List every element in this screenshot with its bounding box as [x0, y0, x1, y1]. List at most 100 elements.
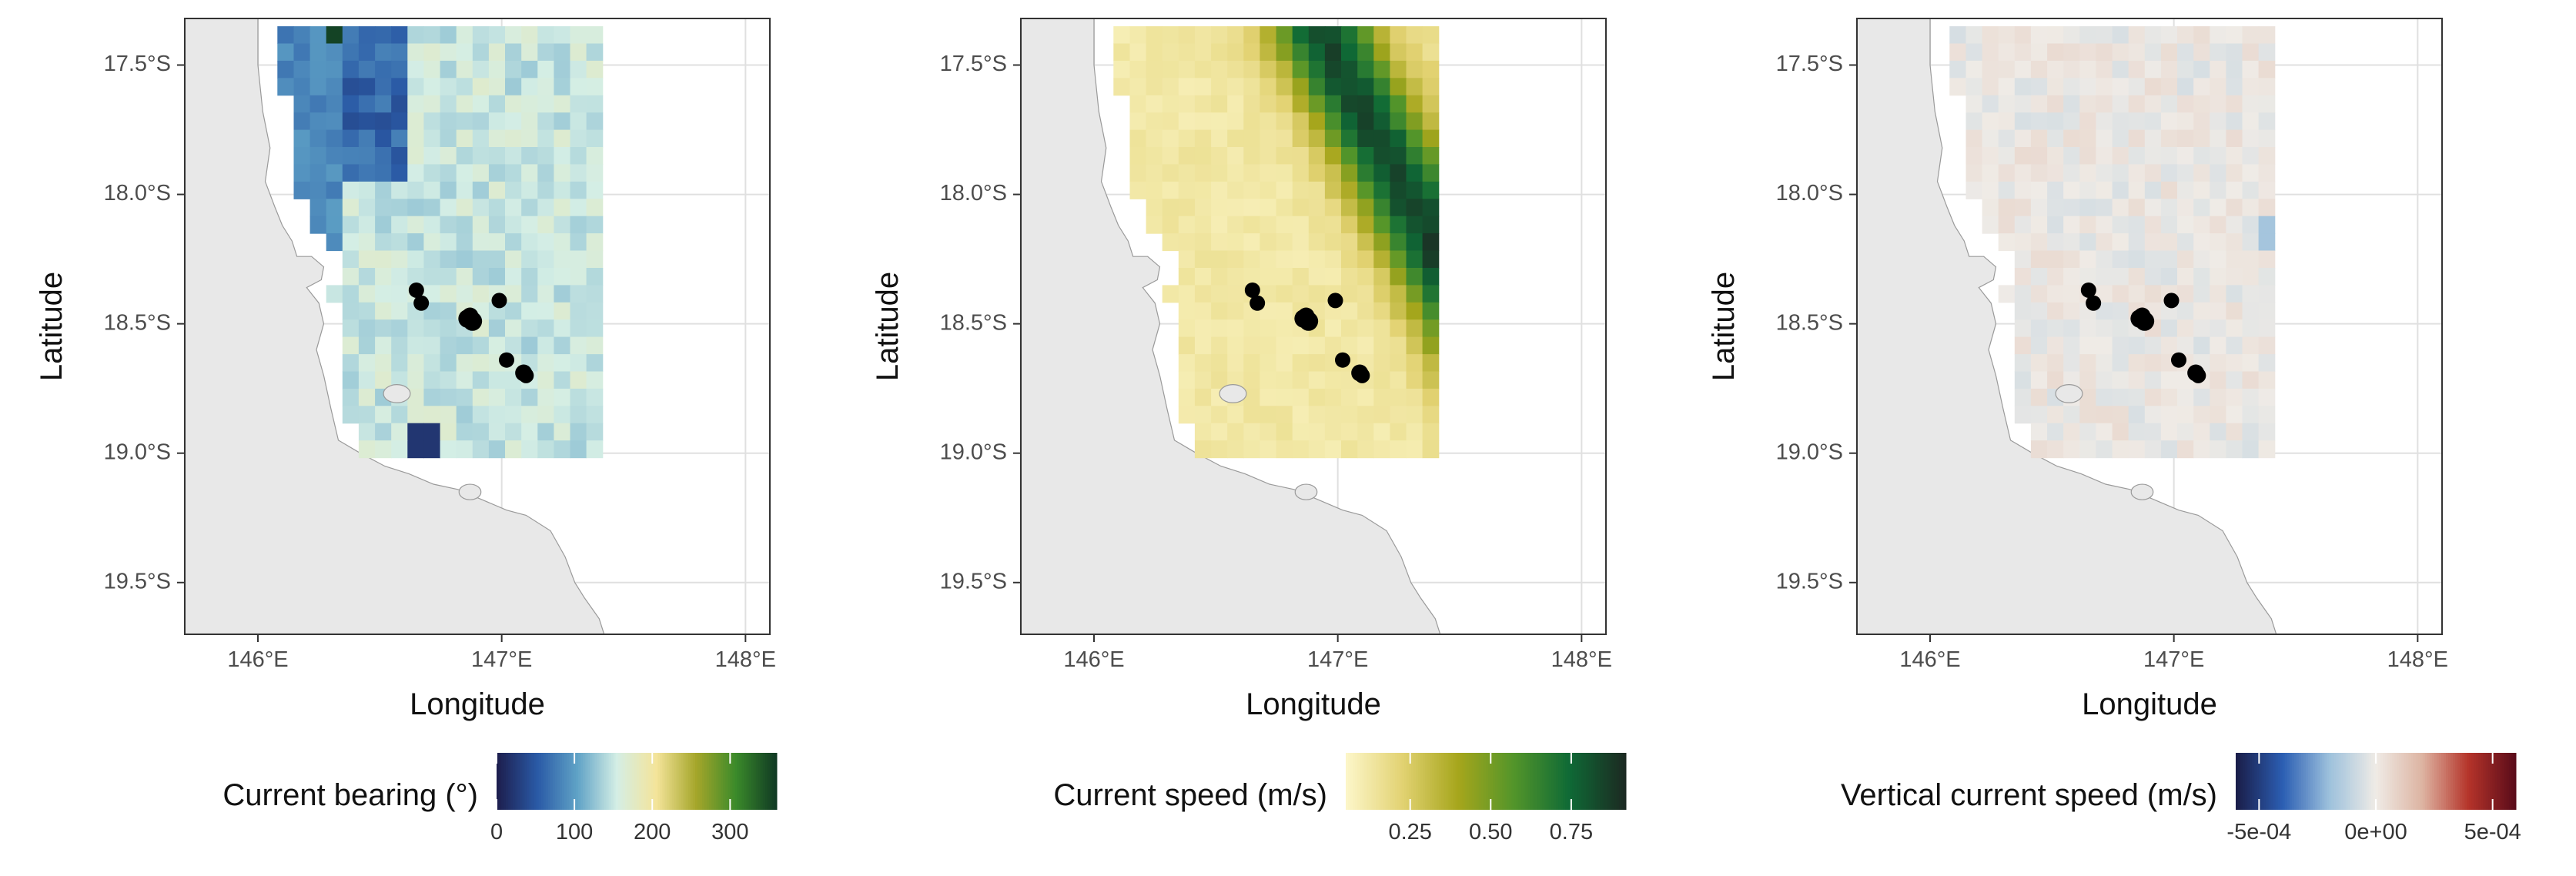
heatmap-cell — [2210, 371, 2226, 390]
heatmap-cell — [2242, 440, 2260, 459]
heatmap-cell — [537, 233, 554, 252]
heatmap-cell — [1308, 250, 1326, 269]
heatmap-cell — [1373, 406, 1390, 424]
colorbar-segment — [2438, 753, 2442, 810]
heatmap-cell — [2096, 181, 2113, 199]
heatmap-cell — [1965, 181, 1983, 199]
heatmap-cell — [1194, 216, 1212, 234]
heatmap-cell — [2063, 354, 2080, 373]
legend-tick-label: 0.25 — [1388, 820, 1431, 844]
heatmap-cell — [586, 129, 604, 148]
heatmap-cell — [1357, 181, 1374, 199]
heatmap-cell — [2258, 406, 2276, 424]
heatmap-cell — [2047, 423, 2064, 441]
heatmap-cell — [1341, 423, 1358, 441]
x-tick-label: 148°E — [1551, 647, 1612, 672]
heatmap-cell — [1341, 147, 1358, 165]
colorbar-segment — [2476, 753, 2479, 810]
colorbar-segment — [1439, 753, 1442, 810]
heatmap-cell — [391, 354, 408, 373]
heatmap-cell — [293, 147, 311, 165]
heatmap-cell — [1422, 26, 1440, 45]
colorbar-segment — [1558, 753, 1561, 810]
heatmap-cell — [1357, 199, 1374, 217]
heatmap-cell — [1998, 43, 2016, 62]
colorbar-segment — [704, 753, 708, 810]
heatmap-cell — [2128, 354, 2146, 373]
heatmap-cell — [2128, 199, 2146, 217]
heatmap-cell — [423, 250, 441, 269]
heatmap-cell — [423, 423, 441, 441]
heatmap-cell — [586, 388, 604, 406]
heatmap-cell — [2210, 147, 2226, 165]
heatmap-cell — [2063, 233, 2080, 252]
heatmap-cell — [1308, 354, 1326, 373]
heatmap-cell — [1146, 147, 1163, 165]
heatmap-cell — [358, 216, 376, 234]
colorbar-segment — [2490, 753, 2494, 810]
heatmap-cell — [586, 233, 604, 252]
heatmap-cell — [391, 406, 408, 424]
heatmap-cell — [440, 250, 457, 269]
heatmap-cell — [1373, 216, 1390, 234]
heatmap-cell — [391, 250, 408, 269]
colorbar-segment — [1348, 753, 1351, 810]
heatmap-cell — [586, 112, 604, 131]
heatmap-cell — [2210, 406, 2226, 424]
colorbar-segment — [760, 753, 764, 810]
heatmap-cell — [1292, 129, 1310, 148]
heatmap-cell — [326, 129, 343, 148]
heatmap-cell — [1308, 60, 1326, 79]
heatmap-cell — [1211, 147, 1228, 165]
heatmap-cell — [2258, 95, 2276, 113]
colorbar-segment — [1367, 753, 1370, 810]
colorbar-segment — [2366, 753, 2370, 810]
colorbar-segment — [2487, 753, 2491, 810]
heatmap-cell — [2258, 423, 2276, 441]
colorbar-segment — [1446, 753, 1449, 810]
heatmap-cell — [309, 129, 327, 148]
colorbar-segment — [1450, 753, 1454, 810]
colorbar-segment — [2413, 753, 2417, 810]
y-tick-label: 18.5°S — [940, 310, 1007, 335]
heatmap-cell — [570, 423, 587, 441]
heatmap-cell — [1341, 233, 1358, 252]
colorbar-segment — [554, 753, 558, 810]
heatmap-cell — [358, 406, 376, 424]
heatmap-cell — [2014, 95, 2032, 113]
heatmap-cell — [554, 78, 571, 96]
heatmap-cell — [375, 319, 392, 338]
heatmap-cell — [2128, 129, 2146, 148]
colorbar-segment — [718, 753, 721, 810]
heatmap-cell — [2096, 216, 2113, 234]
heatmap-cell — [2144, 43, 2162, 62]
heatmap-cell — [277, 60, 294, 79]
site-point — [1297, 307, 1315, 325]
heatmap-cell — [1276, 336, 1293, 355]
heatmap-cell — [2177, 43, 2194, 62]
colorbar-segment — [730, 753, 733, 810]
heatmap-cell — [1260, 216, 1277, 234]
heatmap-cell — [1406, 95, 1423, 113]
heatmap-cell — [2063, 147, 2080, 165]
heatmap-cell — [2128, 233, 2146, 252]
colorbar-segment — [1570, 753, 1573, 810]
heatmap-cell — [570, 164, 587, 182]
speed-heatmap-cells — [1113, 26, 1440, 459]
heatmap-cell — [2014, 268, 2032, 286]
heatmap-cell — [2193, 181, 2210, 199]
colorbar-segment — [2336, 753, 2339, 810]
colorbar-segment — [2492, 753, 2496, 810]
heatmap-cell — [1390, 268, 1407, 286]
colorbar-segment — [1497, 753, 1500, 810]
x-tick-label: 148°E — [715, 647, 776, 672]
heatmap-cell — [2063, 112, 2080, 131]
heatmap-cell — [1162, 164, 1179, 182]
colorbar-segment — [2238, 753, 2241, 810]
map-plot-area: 17.5°S 18.0°S 18.5°S 19.0°S 19.5°S 146°E… — [35, 18, 776, 721]
colorbar-segment — [515, 753, 518, 810]
heatmap-cell — [2112, 388, 2129, 406]
colorbar-segment — [664, 753, 667, 810]
colorbar-segment — [2506, 753, 2510, 810]
heatmap-cell — [1422, 354, 1440, 373]
